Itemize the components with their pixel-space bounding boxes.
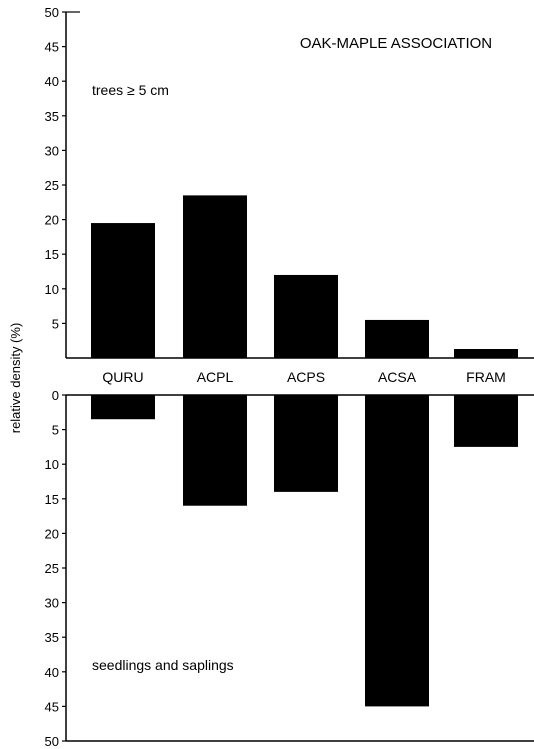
bottom-y-tick-label: 25 [45,561,59,576]
bar-bottom-acps [274,395,338,492]
bottom-y-tick-label: 30 [45,596,59,611]
bottom-panel-label: seedlings and saplings [92,657,234,673]
bar-top-quru [91,223,155,358]
y-axis-label: relative density (%) [8,323,23,434]
category-label-acpl: ACPL [197,369,234,385]
bottom-y-tick-label: 35 [45,630,59,645]
bottom-y-tick-label: 10 [45,457,59,472]
category-label-acsa: ACSA [378,369,417,385]
bars-layer [91,195,518,707]
labels-layer: 5 10 15 20 25 30 35 40 45 50 0 5 10 15 20 25 30 35 40 45 50 Q… [45,5,506,749]
category-label-quru: QURU [102,369,143,385]
axes-layer [62,11,534,742]
bar-top-fram [454,349,518,358]
top-y-tick-label: 15 [45,247,59,262]
top-y-tick-label: 20 [45,213,59,228]
bottom-y-tick-label: 45 [45,699,59,714]
bar-bottom-fram [454,395,518,447]
bar-bottom-acpl [183,395,247,506]
top-y-tick-label: 35 [45,109,59,124]
bottom-y-tick-label: 5 [52,423,59,438]
top-y-tick-label: 25 [45,178,59,193]
bar-top-acsa [365,319,429,358]
bottom-y-tick-label: 0 [52,388,59,403]
bottom-y-tick-label: 15 [45,492,59,507]
top-y-tick-label: 45 [45,40,59,55]
bar-bottom-quru [91,395,155,420]
bottom-y-tick-label: 40 [45,665,59,680]
bottom-y-tick-label: 50 [45,734,59,749]
top-y-tick-label: 10 [45,282,59,297]
bar-top-acpl [183,195,247,358]
top-y-tick-label: 50 [45,5,59,20]
category-label-fram: FRAM [466,369,506,385]
bar-top-acps [274,274,338,358]
chart-title: OAK-MAPLE ASSOCIATION [300,35,492,52]
top-panel-label: trees ≥ 5 cm [92,82,169,98]
bottom-y-tick-label: 20 [45,526,59,541]
top-y-tick-label: 40 [45,74,59,89]
category-label-acps: ACPS [287,369,325,385]
bar-bottom-acsa [365,395,429,707]
top-y-tick-label: 30 [45,143,59,158]
top-y-tick-label: 5 [52,316,59,331]
